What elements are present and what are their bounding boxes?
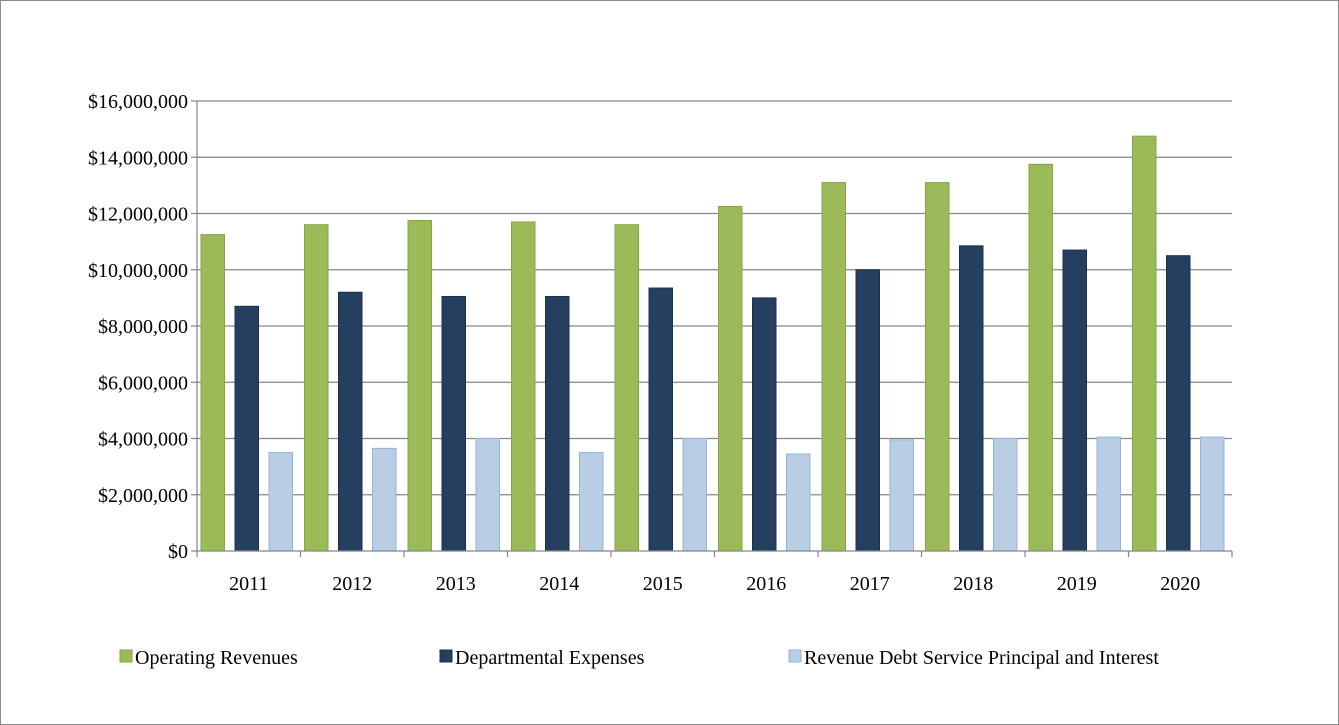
bar-operating-revenues-2019 — [1028, 163, 1053, 552]
y-tick-label: $12,000,000 — [88, 204, 188, 226]
y-tick-label: $2,000,000 — [98, 485, 188, 507]
bar-operating-revenues-2011 — [200, 234, 225, 552]
x-tick-label: 2013 — [436, 573, 476, 595]
legend-label: Revenue Debt Service Principal and Inter… — [804, 647, 1159, 669]
bar-revenue-debt-service-principal-and-interest-2016 — [786, 453, 811, 552]
bar-operating-revenues-2012 — [304, 224, 329, 552]
bar-operating-revenues-2018 — [925, 182, 950, 552]
y-tick-label: $8,000,000 — [98, 316, 188, 338]
bar-departmental-expenses-2016 — [752, 297, 777, 552]
bar-departmental-expenses-2012 — [338, 291, 363, 552]
bar-revenue-debt-service-principal-and-interest-2014 — [579, 452, 604, 552]
legend-label: Operating Revenues — [135, 647, 298, 669]
y-axis-tick-labels: $0 $2,000,000 $4,000,000 $6,000,000 $8,000,0… — [88, 91, 188, 563]
bar-departmental-expenses-2014 — [545, 295, 570, 552]
legend-swatch — [788, 649, 802, 663]
y-tick-label: $10,000,000 — [88, 260, 188, 282]
bar-operating-revenues-2013 — [407, 220, 432, 552]
bar-revenue-debt-service-principal-and-interest-2018 — [993, 438, 1018, 552]
bars — [200, 135, 1225, 552]
legend-label: Departmental Expenses — [455, 647, 645, 669]
y-tick-label: $0 — [168, 541, 188, 563]
legend-swatch — [119, 649, 133, 663]
bar-departmental-expenses-2015 — [648, 287, 673, 552]
bar-operating-revenues-2014 — [511, 221, 536, 552]
x-tick-label: 2018 — [953, 573, 993, 595]
bar-revenue-debt-service-principal-and-interest-2017 — [889, 439, 914, 552]
bar-departmental-expenses-2018 — [959, 245, 984, 552]
bar-revenue-debt-service-principal-and-interest-2015 — [682, 438, 707, 552]
legend-swatch — [439, 649, 453, 663]
x-axis-tick-labels: 2011 2012 2013 2014 2015 2016 2017 2018 2019 2020 — [229, 573, 1200, 595]
x-tick-label: 2016 — [746, 573, 786, 595]
y-tick-label: $4,000,000 — [98, 429, 188, 451]
bar-revenue-debt-service-principal-and-interest-2011 — [268, 452, 293, 552]
bar-operating-revenues-2020 — [1132, 135, 1157, 552]
x-tick-label: 2015 — [643, 573, 683, 595]
bar-revenue-debt-service-principal-and-interest-2020 — [1200, 436, 1225, 552]
legend: Operating Revenues Departmental Expenses R… — [119, 647, 1159, 669]
x-tick-label: 2011 — [229, 573, 268, 595]
bar-operating-revenues-2017 — [821, 182, 846, 552]
bar-revenue-debt-service-principal-and-interest-2012 — [372, 447, 397, 552]
x-tick-label: 2017 — [850, 573, 890, 595]
axes — [191, 100, 1233, 557]
bar-revenue-debt-service-principal-and-interest-2013 — [475, 438, 500, 552]
bar-departmental-expenses-2019 — [1062, 249, 1087, 552]
bar-departmental-expenses-2017 — [855, 269, 880, 552]
x-tick-label: 2020 — [1160, 573, 1200, 595]
x-tick-label: 2012 — [332, 573, 372, 595]
bar-operating-revenues-2016 — [718, 205, 743, 552]
bar-revenue-debt-service-principal-and-interest-2019 — [1096, 436, 1121, 552]
bar-departmental-expenses-2020 — [1166, 255, 1191, 552]
bar-departmental-expenses-2011 — [234, 305, 259, 552]
y-tick-label: $16,000,000 — [88, 91, 188, 113]
bar-operating-revenues-2015 — [614, 224, 639, 552]
x-tick-label: 2019 — [1057, 573, 1097, 595]
x-tick-label: 2014 — [539, 573, 579, 595]
y-tick-label: $14,000,000 — [88, 147, 188, 169]
bar-departmental-expenses-2013 — [441, 295, 466, 552]
gridlines — [197, 100, 1232, 496]
y-tick-label: $6,000,000 — [98, 372, 188, 394]
